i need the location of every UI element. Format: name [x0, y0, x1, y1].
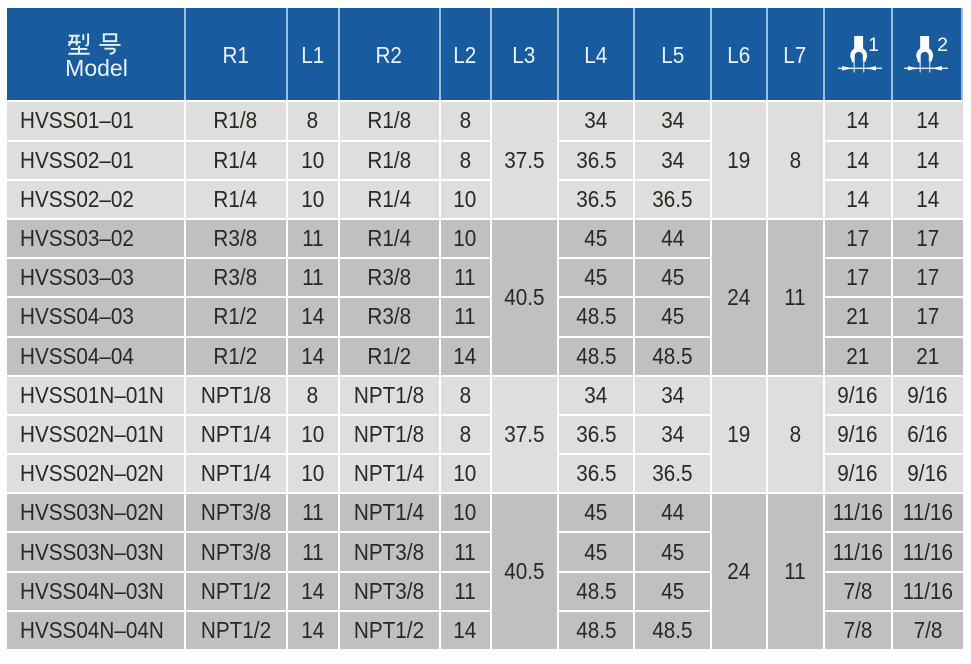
svg-text:1: 1	[868, 34, 879, 56]
svg-text:2: 2	[937, 34, 948, 56]
